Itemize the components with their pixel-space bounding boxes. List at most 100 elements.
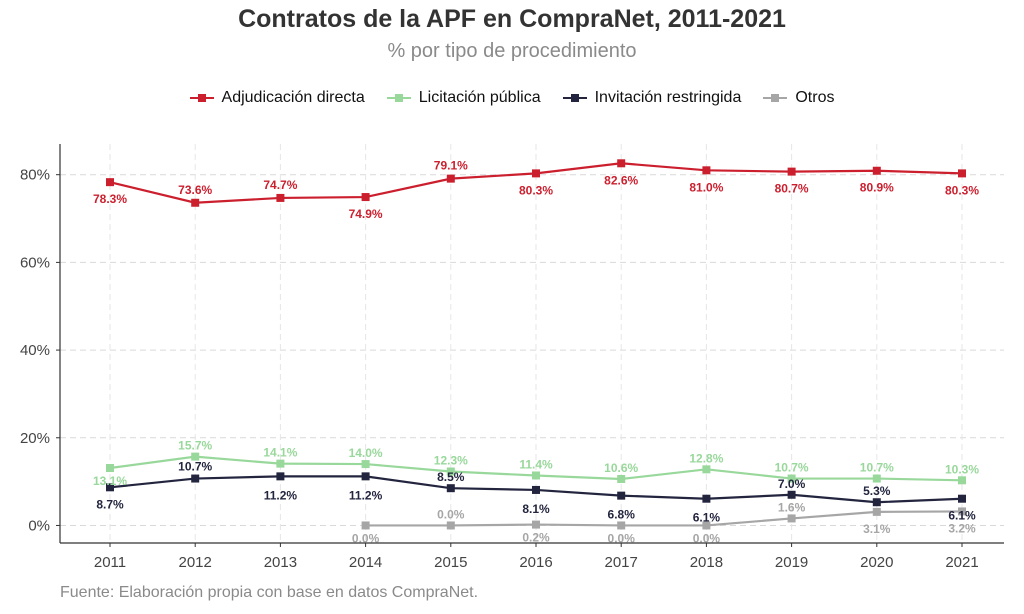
data-point-adjudicacion-directa: [958, 169, 966, 178]
data-label-adjudicacion-directa: 74.9%: [349, 207, 383, 221]
data-point-adjudicacion-directa: [787, 167, 796, 176]
legend-key-icon: [386, 92, 411, 104]
data-label-invitacion-restringida: 6.1%: [948, 509, 976, 523]
x-tick-label: 2017: [605, 554, 638, 571]
data-label-adjudicacion-directa: 82.6%: [604, 173, 638, 187]
legend-item-invitacion: Invitación restringida: [562, 89, 742, 107]
y-tick-label: 20%: [20, 430, 50, 447]
data-label-invitacion-restringida: 6.1%: [693, 511, 721, 525]
data-point-invitacion-restringida: [787, 490, 796, 499]
x-tick-label: 2019: [775, 554, 808, 571]
data-point-adjudicacion-directa: [617, 159, 626, 168]
data-point-invitacion-restringida: [702, 494, 711, 503]
data-label-otros: 1.6%: [778, 500, 806, 514]
data-point-adjudicacion-directa: [106, 178, 114, 187]
x-tick-label: 2015: [434, 554, 467, 571]
chart-subtitle: % por tipo de procedimiento: [387, 40, 637, 62]
data-point-licitacion-publica: [191, 452, 200, 461]
data-point-otros: [617, 521, 626, 530]
data-point-adjudicacion-directa: [361, 193, 370, 202]
data-label-licitacion-publica: 10.6%: [604, 461, 638, 475]
data-label-invitacion-restringida: 6.8%: [608, 508, 636, 522]
data-point-otros: [361, 521, 370, 530]
x-tick-label: 2018: [690, 554, 723, 571]
data-label-licitacion-publica: 12.8%: [689, 451, 723, 465]
data-point-otros: [872, 507, 881, 516]
legend-label: Adjudicación directa: [221, 89, 365, 106]
data-point-invitacion-restringida: [532, 485, 540, 494]
data-label-adjudicacion-directa: 73.6%: [178, 183, 212, 197]
data-label-licitacion-publica: 10.7%: [860, 461, 894, 475]
data-label-adjudicacion-directa: 80.3%: [945, 183, 979, 197]
data-point-otros: [787, 514, 796, 523]
legend-label: Licitación pública: [418, 89, 541, 106]
data-label-licitacion-publica: 10.3%: [945, 462, 979, 476]
data-point-invitacion-restringida: [276, 472, 285, 481]
data-label-otros: 0.2%: [522, 531, 550, 545]
x-tick-label: 2016: [519, 554, 552, 571]
chart-title: Contratos de la APF en CompraNet, 2011-2…: [238, 5, 786, 33]
data-label-licitacion-publica: 11.4%: [519, 457, 553, 471]
data-point-licitacion-publica: [446, 467, 455, 476]
data-label-adjudicacion-directa: 74.7%: [263, 178, 297, 192]
data-label-invitacion-restringida: 11.2%: [264, 488, 298, 502]
data-label-otros: 0.0%: [608, 531, 636, 545]
data-point-otros: [702, 521, 711, 530]
x-tick-label: 2013: [264, 554, 297, 571]
data-label-otros: 3.1%: [863, 522, 891, 536]
data-label-adjudicacion-directa: 78.3%: [93, 192, 127, 206]
data-label-otros: 0.0%: [352, 531, 380, 545]
data-point-otros: [532, 520, 540, 529]
data-point-adjudicacion-directa: [191, 198, 200, 207]
data-label-licitacion-publica: 13.1%: [93, 474, 127, 488]
data-label-licitacion-publica: 10.7%: [775, 461, 809, 475]
data-point-otros: [446, 521, 455, 530]
data-label-licitacion-publica: 12.3%: [434, 454, 468, 468]
data-point-licitacion-publica: [532, 471, 540, 480]
legend-label: Invitación restringida: [594, 89, 742, 106]
data-point-licitacion-publica: [106, 464, 114, 473]
legend-key-icon: [189, 92, 214, 104]
legend-item-otros: Otros: [763, 89, 834, 107]
data-label-invitacion-restringida: 7.0%: [778, 477, 806, 491]
data-label-invitacion-restringida: 11.2%: [349, 488, 383, 502]
data-point-invitacion-restringida: [617, 491, 626, 500]
y-tick-label: 60%: [20, 254, 50, 271]
data-label-invitacion-restringida: 8.7%: [96, 497, 124, 511]
data-point-licitacion-publica: [361, 460, 370, 469]
data-label-otros: 0.0%: [693, 531, 721, 545]
data-point-licitacion-publica: [958, 476, 966, 485]
data-label-adjudicacion-directa: 81.0%: [689, 180, 723, 194]
data-point-licitacion-publica: [787, 474, 796, 483]
data-point-licitacion-publica: [617, 474, 626, 483]
legend-item-adjudicacion: Adjudicación directa: [189, 89, 365, 107]
x-tick-label: 2021: [945, 554, 978, 571]
legend-label: Otros: [795, 89, 835, 106]
data-point-adjudicacion-directa: [702, 166, 711, 175]
legend-key-icon: [763, 92, 788, 104]
data-label-licitacion-publica: 14.1%: [263, 446, 297, 460]
data-label-invitacion-restringida: 10.7%: [178, 460, 212, 474]
x-tick-label: 2012: [179, 554, 212, 571]
data-point-licitacion-publica: [276, 459, 285, 468]
data-label-adjudicacion-directa: 80.3%: [519, 183, 553, 197]
data-label-licitacion-publica: 15.7%: [178, 439, 212, 453]
data-point-invitacion-restringida: [872, 498, 881, 507]
x-tick-label: 2011: [94, 554, 126, 571]
y-tick-label: 80%: [20, 167, 50, 184]
legend-item-licitacion: Licitación pública: [386, 89, 541, 107]
y-tick-label: 40%: [20, 342, 50, 359]
legend-key-icon: [562, 92, 587, 104]
data-point-otros: [958, 507, 966, 516]
data-point-adjudicacion-directa: [872, 166, 881, 175]
data-label-otros: 3.2%: [948, 521, 976, 535]
data-label-licitacion-publica: 14.0%: [349, 446, 383, 460]
data-point-licitacion-publica: [872, 474, 881, 483]
data-label-invitacion-restringida: 8.1%: [522, 502, 550, 516]
y-tick-label: 0%: [28, 517, 50, 534]
data-label-adjudicacion-directa: 80.7%: [775, 182, 809, 196]
data-label-invitacion-restringida: 8.5%: [437, 470, 465, 484]
data-point-invitacion-restringida: [191, 474, 200, 483]
data-point-licitacion-publica: [702, 465, 711, 474]
